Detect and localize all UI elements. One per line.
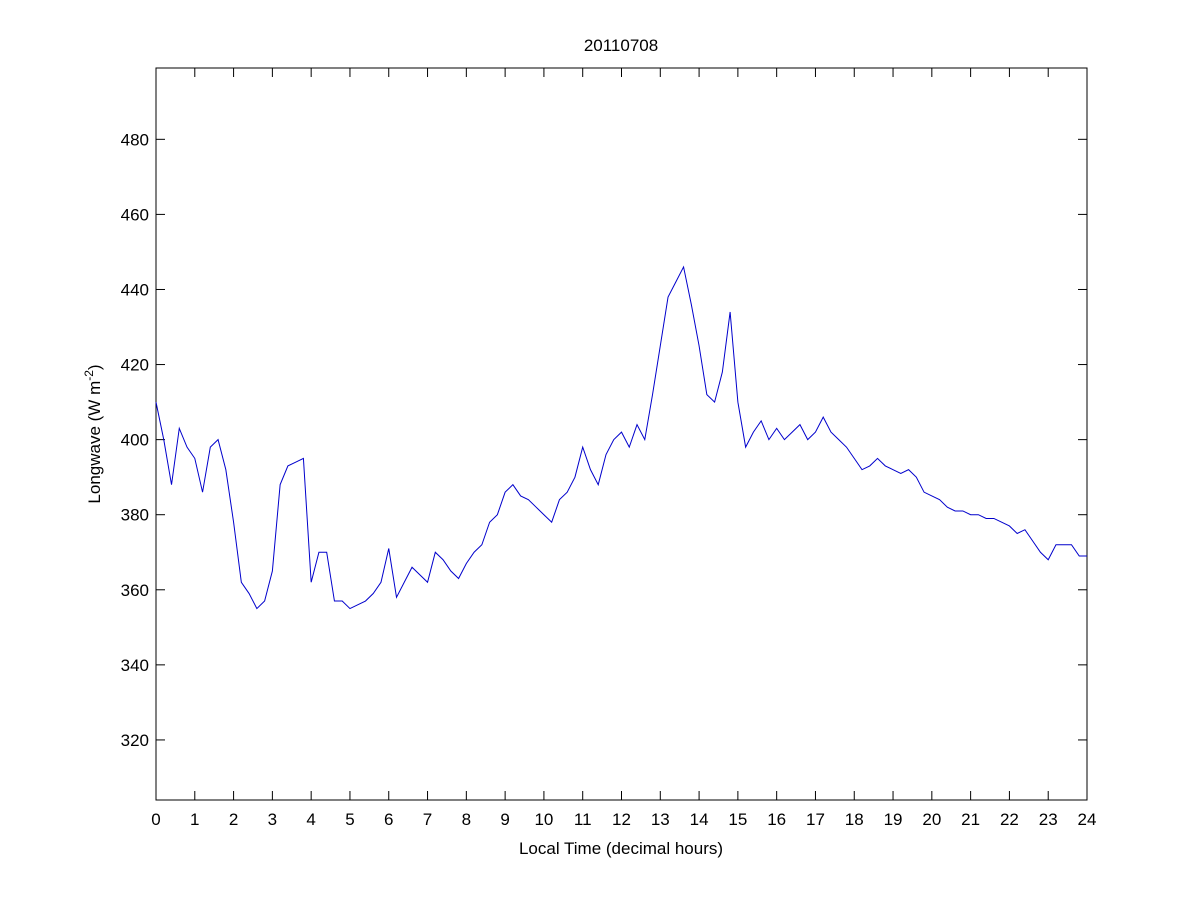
x-tick-label: 23: [1039, 810, 1058, 829]
x-axis-label: Local Time (decimal hours): [519, 839, 723, 858]
x-tick-label: 1: [190, 810, 199, 829]
y-axis-label-end: ): [85, 364, 104, 370]
x-tick-label: 16: [767, 810, 786, 829]
x-tick-label: 8: [462, 810, 471, 829]
x-tick-label: 20: [922, 810, 941, 829]
y-axis-label: Longwave (W m-2): [82, 364, 104, 503]
y-tick-label: 320: [121, 731, 149, 750]
x-tick-label: 3: [268, 810, 277, 829]
x-tick-label: 2: [229, 810, 238, 829]
x-tick-label: 4: [306, 810, 315, 829]
x-tick-label: 10: [534, 810, 553, 829]
x-tick-label: 22: [1000, 810, 1019, 829]
y-tick-label: 340: [121, 656, 149, 675]
x-tick-label: 21: [961, 810, 980, 829]
x-tick-label: 15: [728, 810, 747, 829]
data-line: [155, 265, 1087, 610]
y-tick-label: 420: [121, 356, 149, 375]
x-tick-label: 7: [423, 810, 432, 829]
x-tick-label: 13: [651, 810, 670, 829]
x-tick-label: 11: [574, 810, 592, 829]
x-tick-label: 17: [806, 810, 825, 829]
x-tick-label: 19: [884, 810, 903, 829]
x-tick-label: 24: [1078, 810, 1097, 829]
x-tick-label: 9: [500, 810, 509, 829]
y-axis-label-main: Longwave (W m: [85, 381, 104, 504]
x-tick-label: 5: [345, 810, 354, 829]
y-tick-label: 360: [121, 581, 149, 600]
y-tick-label: 400: [121, 431, 149, 450]
y-axis-label-superscript: -2: [82, 370, 96, 381]
y-tick-label: 460: [121, 205, 149, 224]
y-tick-label: 380: [121, 506, 149, 525]
x-tick-label: 6: [384, 810, 393, 829]
x-tick-label: 12: [612, 810, 631, 829]
x-tick-label: 0: [151, 810, 160, 829]
x-tick-label: 14: [690, 810, 709, 829]
chart-title: 20110708: [584, 36, 658, 55]
x-tick-label: 18: [845, 810, 864, 829]
y-tick-label: 440: [121, 280, 149, 299]
y-tick-label: 480: [121, 130, 149, 149]
